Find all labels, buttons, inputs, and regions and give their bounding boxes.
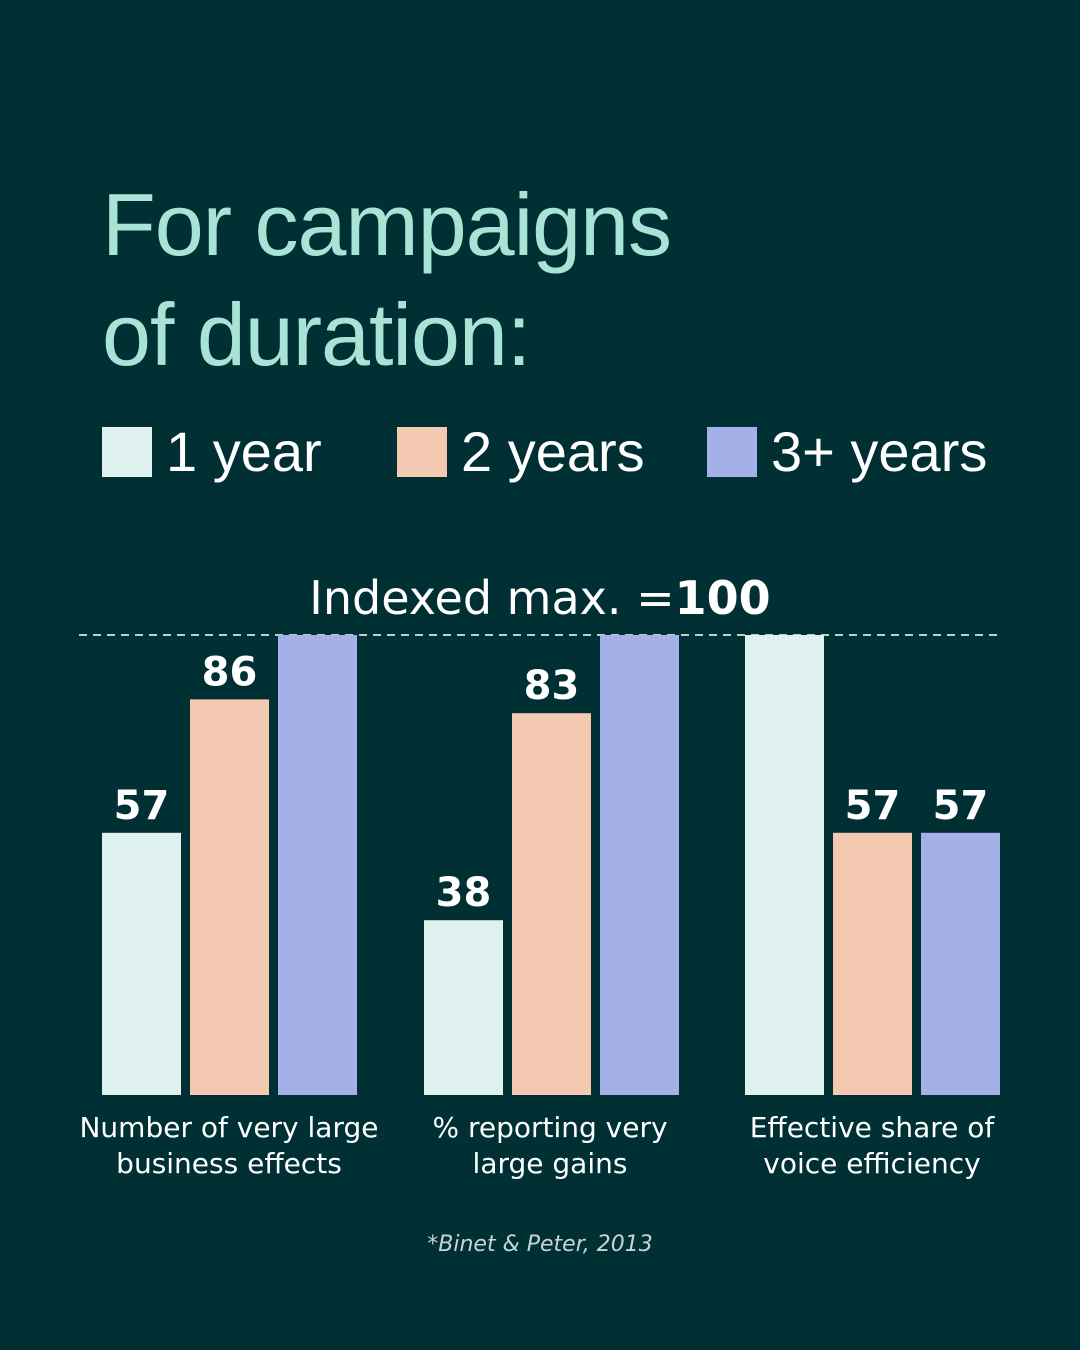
legend-swatch-2-years xyxy=(397,427,447,477)
bar-cat1-series3 xyxy=(278,635,357,1095)
bar-cat3-series1 xyxy=(745,635,824,1095)
bar-cat3-series2 xyxy=(833,832,912,1095)
chart-title: For campaigns of duration: xyxy=(102,170,1002,390)
legend-label-1-year: 1 year xyxy=(166,420,322,483)
data-label-cat2-series2: 83 xyxy=(524,663,580,709)
legend-swatch-3-years xyxy=(707,427,757,477)
data-label-cat1-series2: 86 xyxy=(202,649,258,695)
title-line-1: For campaigns xyxy=(102,175,672,274)
data-label-cat3-series3: 57 xyxy=(933,783,989,829)
category-label-2: % reporting very large gains xyxy=(432,1111,668,1180)
legend: 1 year 2 years 3+ years xyxy=(102,420,1062,484)
bar-cat2-series1 xyxy=(424,920,503,1095)
source-note: *Binet & Peter, 2013 xyxy=(427,1232,653,1257)
index-note: Indexed max. =100 xyxy=(0,568,1080,628)
data-label-cat3-series2: 57 xyxy=(845,783,901,829)
legend-label-2-years: 2 years xyxy=(461,420,645,483)
legend-label-3-years: 3+ years xyxy=(771,420,988,483)
data-label-cat2-series1: 38 xyxy=(436,870,492,916)
bar-cat2-series3 xyxy=(600,635,679,1095)
data-label-cat1-series1: 57 xyxy=(114,783,170,829)
category-label-1: Number of very large business effects xyxy=(79,1111,379,1180)
index-note-value: 100 xyxy=(674,571,771,625)
bar-cat3-series3 xyxy=(921,832,1000,1095)
bar-cat1-series1 xyxy=(102,832,181,1095)
legend-swatch-1-year xyxy=(102,427,152,477)
index-note-prefix: Indexed max. = xyxy=(309,571,675,625)
bar-cat2-series2 xyxy=(512,713,591,1095)
bar-cat1-series2 xyxy=(190,699,269,1095)
category-label-3: Effective share of voice efficiency xyxy=(749,1111,995,1180)
title-line-2: of duration: xyxy=(102,285,531,384)
